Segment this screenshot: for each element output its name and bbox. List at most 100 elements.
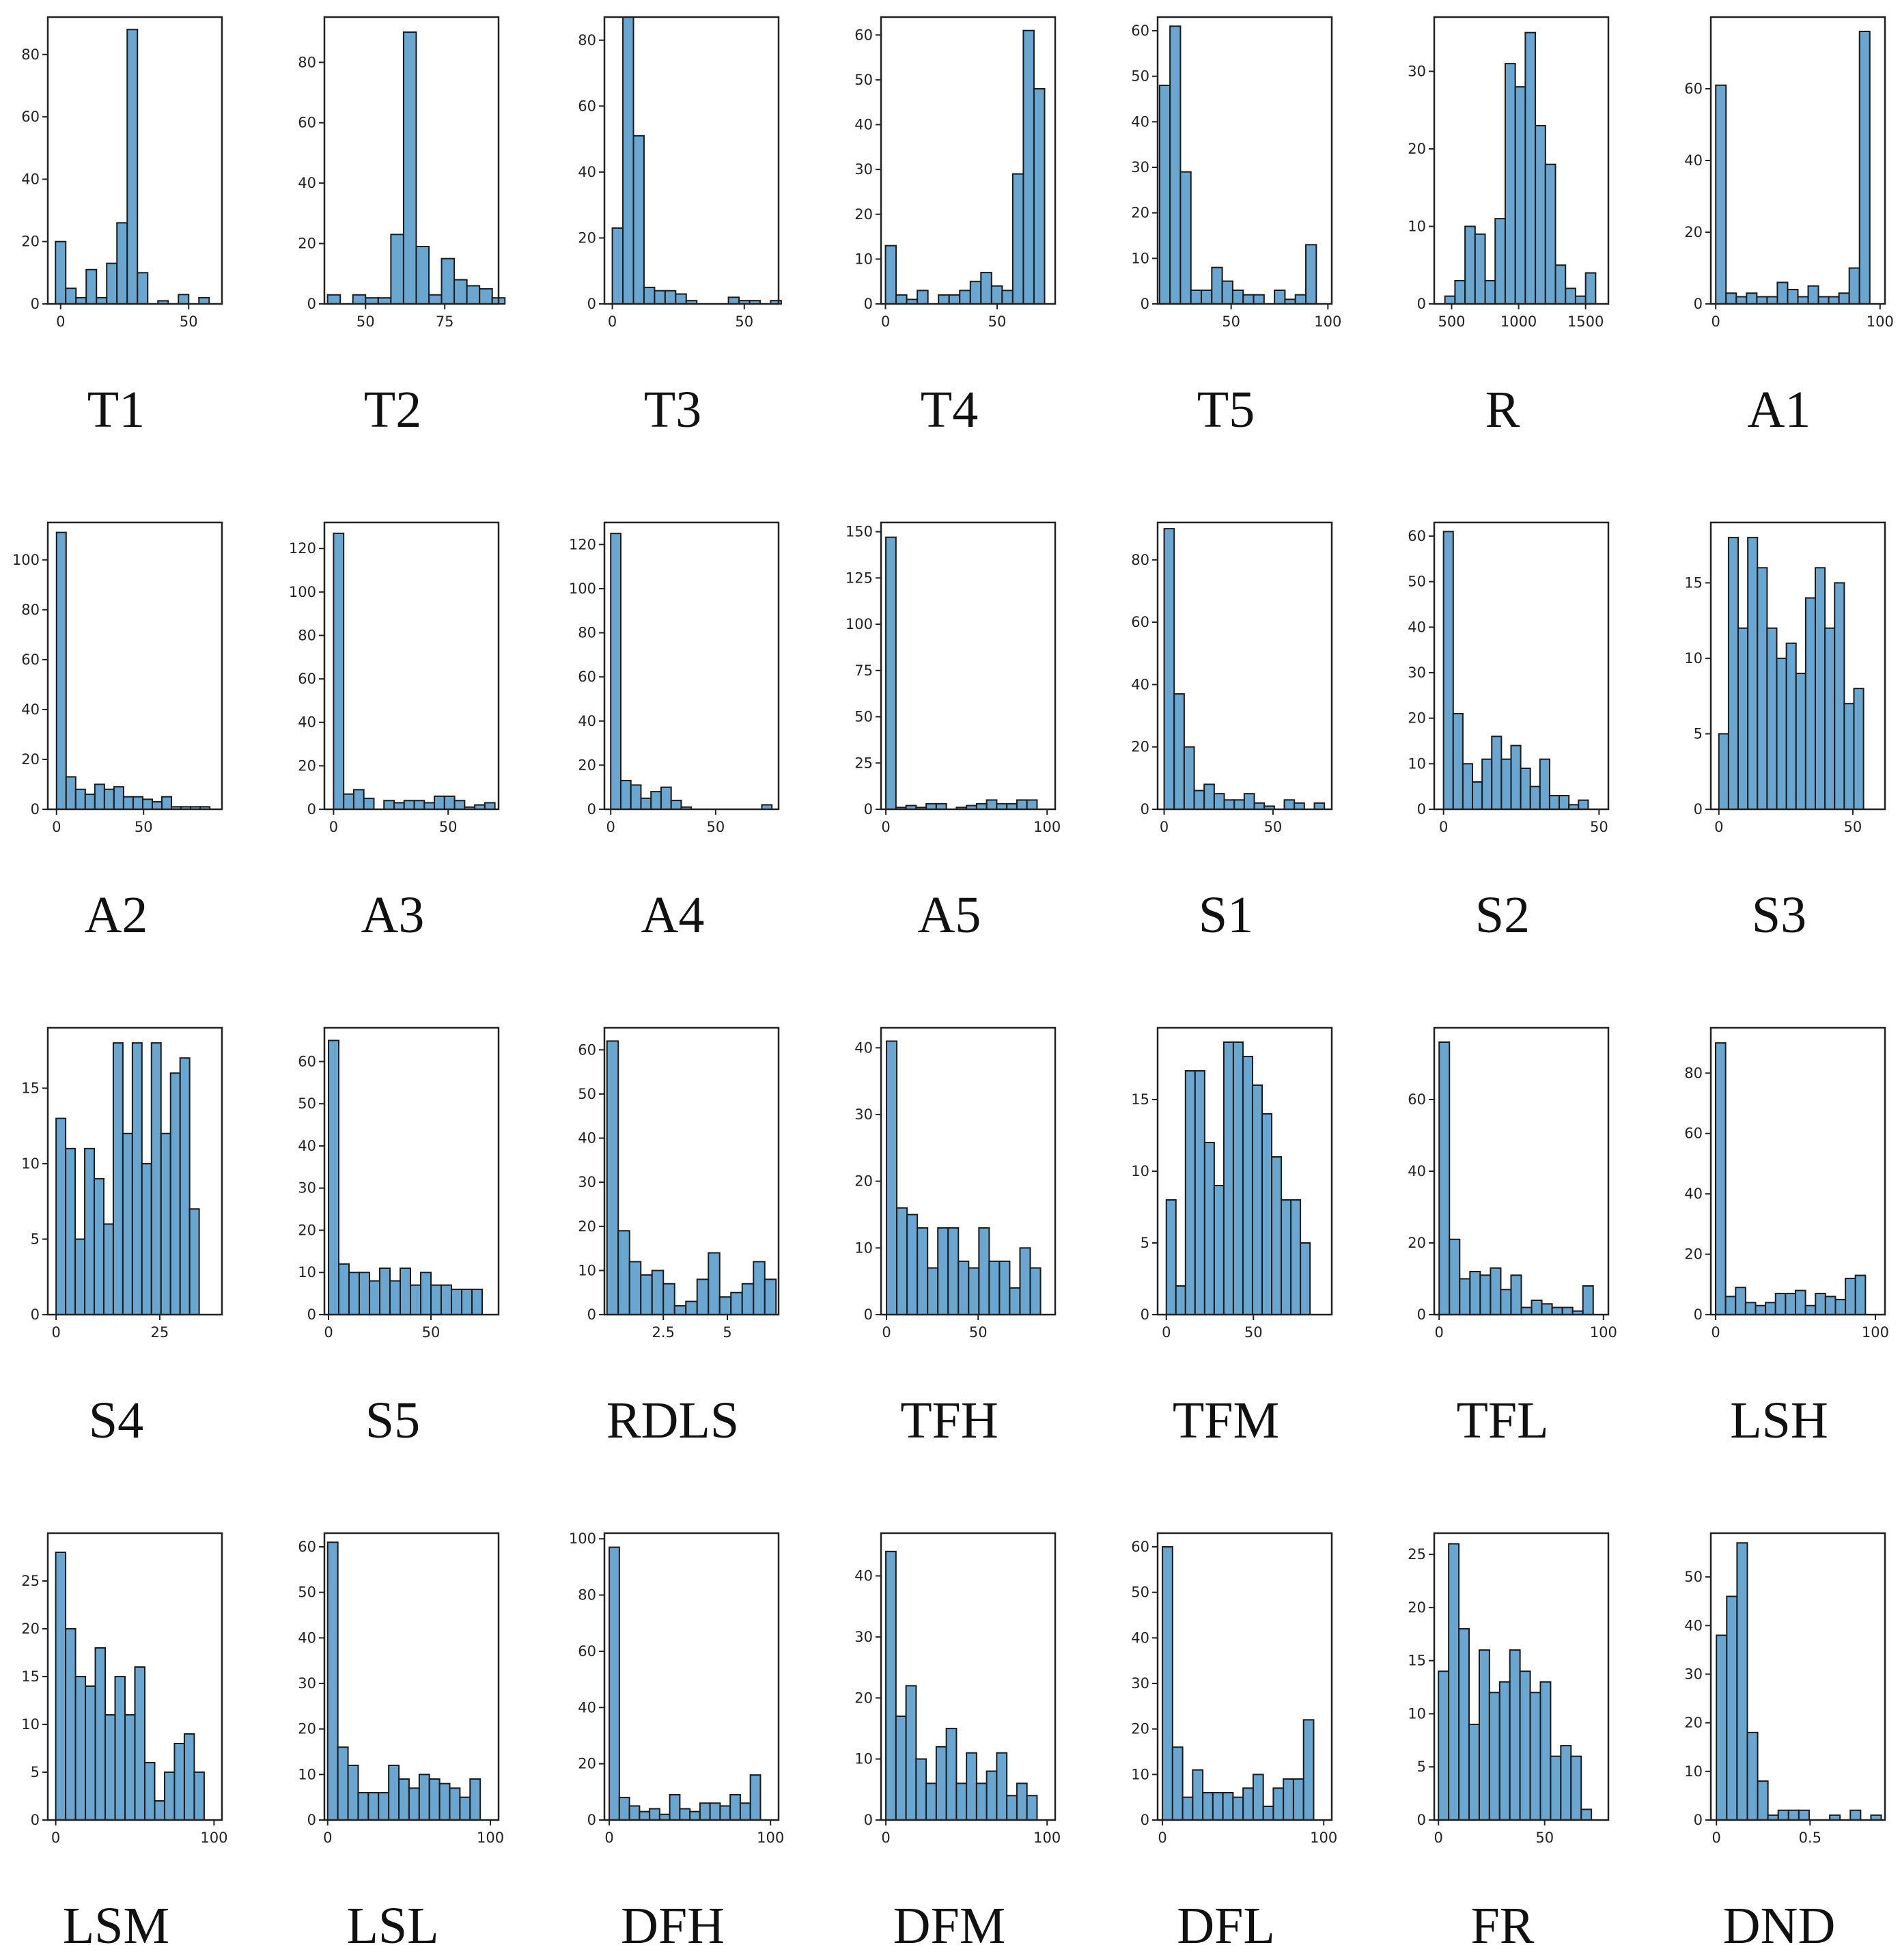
histogram-bar (628, 1805, 641, 1821)
histogram-bar (632, 135, 645, 305)
y-tick-label: 15 (21, 1668, 40, 1685)
histogram-bar (1313, 802, 1326, 810)
histogram-bar (1026, 1795, 1038, 1821)
y-tick-label: 5 (1141, 1235, 1149, 1251)
histogram-bar (451, 1288, 462, 1315)
y-tick-label: 60 (298, 671, 316, 687)
histogram-bar (1438, 1041, 1451, 1315)
histogram-bar (1746, 1731, 1759, 1821)
histogram-bar (1797, 296, 1809, 305)
y-tick-label: 0 (587, 1812, 596, 1828)
histogram-bar (377, 297, 392, 305)
histogram-bar (137, 272, 149, 305)
y-tick-label: 60 (578, 1041, 596, 1058)
histogram-bar (400, 1268, 411, 1316)
axes-frame (1156, 1532, 1333, 1821)
histogram-panel-s5: 0 10 20 30 40 50 60 0 50 S5 (298, 1026, 500, 1449)
y-tick-label: 25 (854, 755, 873, 771)
histogram-bar (1162, 1546, 1173, 1821)
y-tick-label: 0 (587, 296, 596, 312)
histogram-bar (1561, 1306, 1574, 1315)
panel-label-tfh: TFH (900, 1392, 998, 1449)
histogram-bar (670, 800, 682, 810)
histogram-bar (183, 1733, 195, 1821)
x-tick-label: 2.5 (652, 1324, 675, 1341)
axes-frame (603, 521, 780, 811)
histogram-bar (410, 1284, 421, 1316)
histogram-bar (1026, 799, 1038, 810)
histogram-bar (326, 1541, 339, 1821)
panel-label-a3: A3 (361, 886, 425, 944)
histogram-bar (1203, 1142, 1215, 1315)
histogram-bar (1494, 218, 1506, 305)
x-tick-label: 50 (706, 819, 725, 835)
histogram-bar (1009, 1287, 1021, 1316)
histogram-bar (1479, 1274, 1492, 1315)
y-tick-label: 10 (1408, 755, 1426, 772)
y-tick-label: 80 (578, 32, 596, 48)
histogram-bar (1438, 1670, 1450, 1821)
axes-frame (603, 1026, 780, 1316)
x-tick-label: 50 (969, 1324, 988, 1341)
histogram-bar (1192, 1769, 1204, 1821)
histogram-bar (730, 1291, 743, 1315)
histogram-bar (65, 1628, 76, 1821)
x-tick-label: 0 (1714, 819, 1723, 835)
histogram-bar (1559, 795, 1570, 810)
x-tick-label: 0 (608, 313, 617, 330)
histogram-bar (679, 1808, 691, 1821)
axes-frame (1433, 521, 1610, 811)
histogram-bar (975, 1782, 988, 1821)
y-tick-label: 50 (298, 1584, 316, 1601)
histogram-bar (1449, 1238, 1461, 1315)
histogram-bar (1305, 244, 1317, 305)
histogram-bar (947, 1227, 960, 1316)
x-tick-label: 100 (1314, 313, 1341, 330)
histogram-bar (178, 294, 190, 305)
histogram-bar (1251, 1084, 1263, 1315)
histogram-bar (1163, 528, 1175, 810)
histogram-bar (1798, 1809, 1810, 1821)
x-tick-label: 75 (436, 313, 454, 330)
histogram-bar (1193, 789, 1205, 810)
y-tick-label: 40 (578, 713, 596, 729)
y-tick-label: 80 (1684, 1065, 1703, 1081)
histogram-bar (55, 531, 67, 810)
x-tick-label: 50 (1844, 819, 1862, 835)
x-tick-label: 0 (329, 819, 338, 835)
panel-label-tfl: TFL (1456, 1392, 1548, 1449)
histogram-bar (1253, 802, 1266, 810)
histogram-bar (1815, 1293, 1826, 1316)
histogram-bar (1824, 627, 1836, 810)
histogram-bar (348, 1272, 360, 1315)
histogram-bar (1300, 1242, 1311, 1315)
y-tick-label: 0 (1417, 296, 1426, 312)
panel-label-dfl: DFL (1177, 1897, 1275, 1955)
y-tick-label: 60 (21, 652, 40, 668)
y-tick-label: 10 (1131, 1163, 1149, 1179)
x-tick-label: 0 (56, 313, 65, 330)
histogram-bar (969, 281, 982, 305)
histogram-bar (1520, 1306, 1533, 1315)
histogram-bar (1554, 264, 1567, 305)
x-tick-label: 0 (1160, 819, 1169, 835)
histogram-panel-lsh: 0 20 40 60 80 0 100 LSH (1684, 1026, 1889, 1449)
y-tick-label: 10 (1684, 650, 1703, 667)
histogram-bar (1747, 537, 1759, 810)
y-tick-label: 40 (854, 117, 873, 133)
x-tick-label: 50 (439, 819, 458, 835)
histogram-bar (1845, 1277, 1856, 1315)
y-tick-label: 125 (846, 570, 873, 586)
histogram-bar (85, 1685, 96, 1821)
panel-label-t5: T5 (1197, 381, 1255, 438)
histogram-bar (1242, 294, 1255, 305)
axes-frame (880, 1532, 1057, 1821)
y-tick-label: 20 (1408, 1235, 1426, 1251)
histogram-bar (669, 1793, 681, 1821)
histogram-bar (1735, 1287, 1746, 1315)
histogram-bar (1807, 285, 1819, 305)
histogram-bar (1804, 1304, 1817, 1315)
y-tick-label: 0 (864, 801, 873, 817)
histogram-bar (94, 1647, 107, 1821)
histogram-bar (1201, 290, 1213, 305)
